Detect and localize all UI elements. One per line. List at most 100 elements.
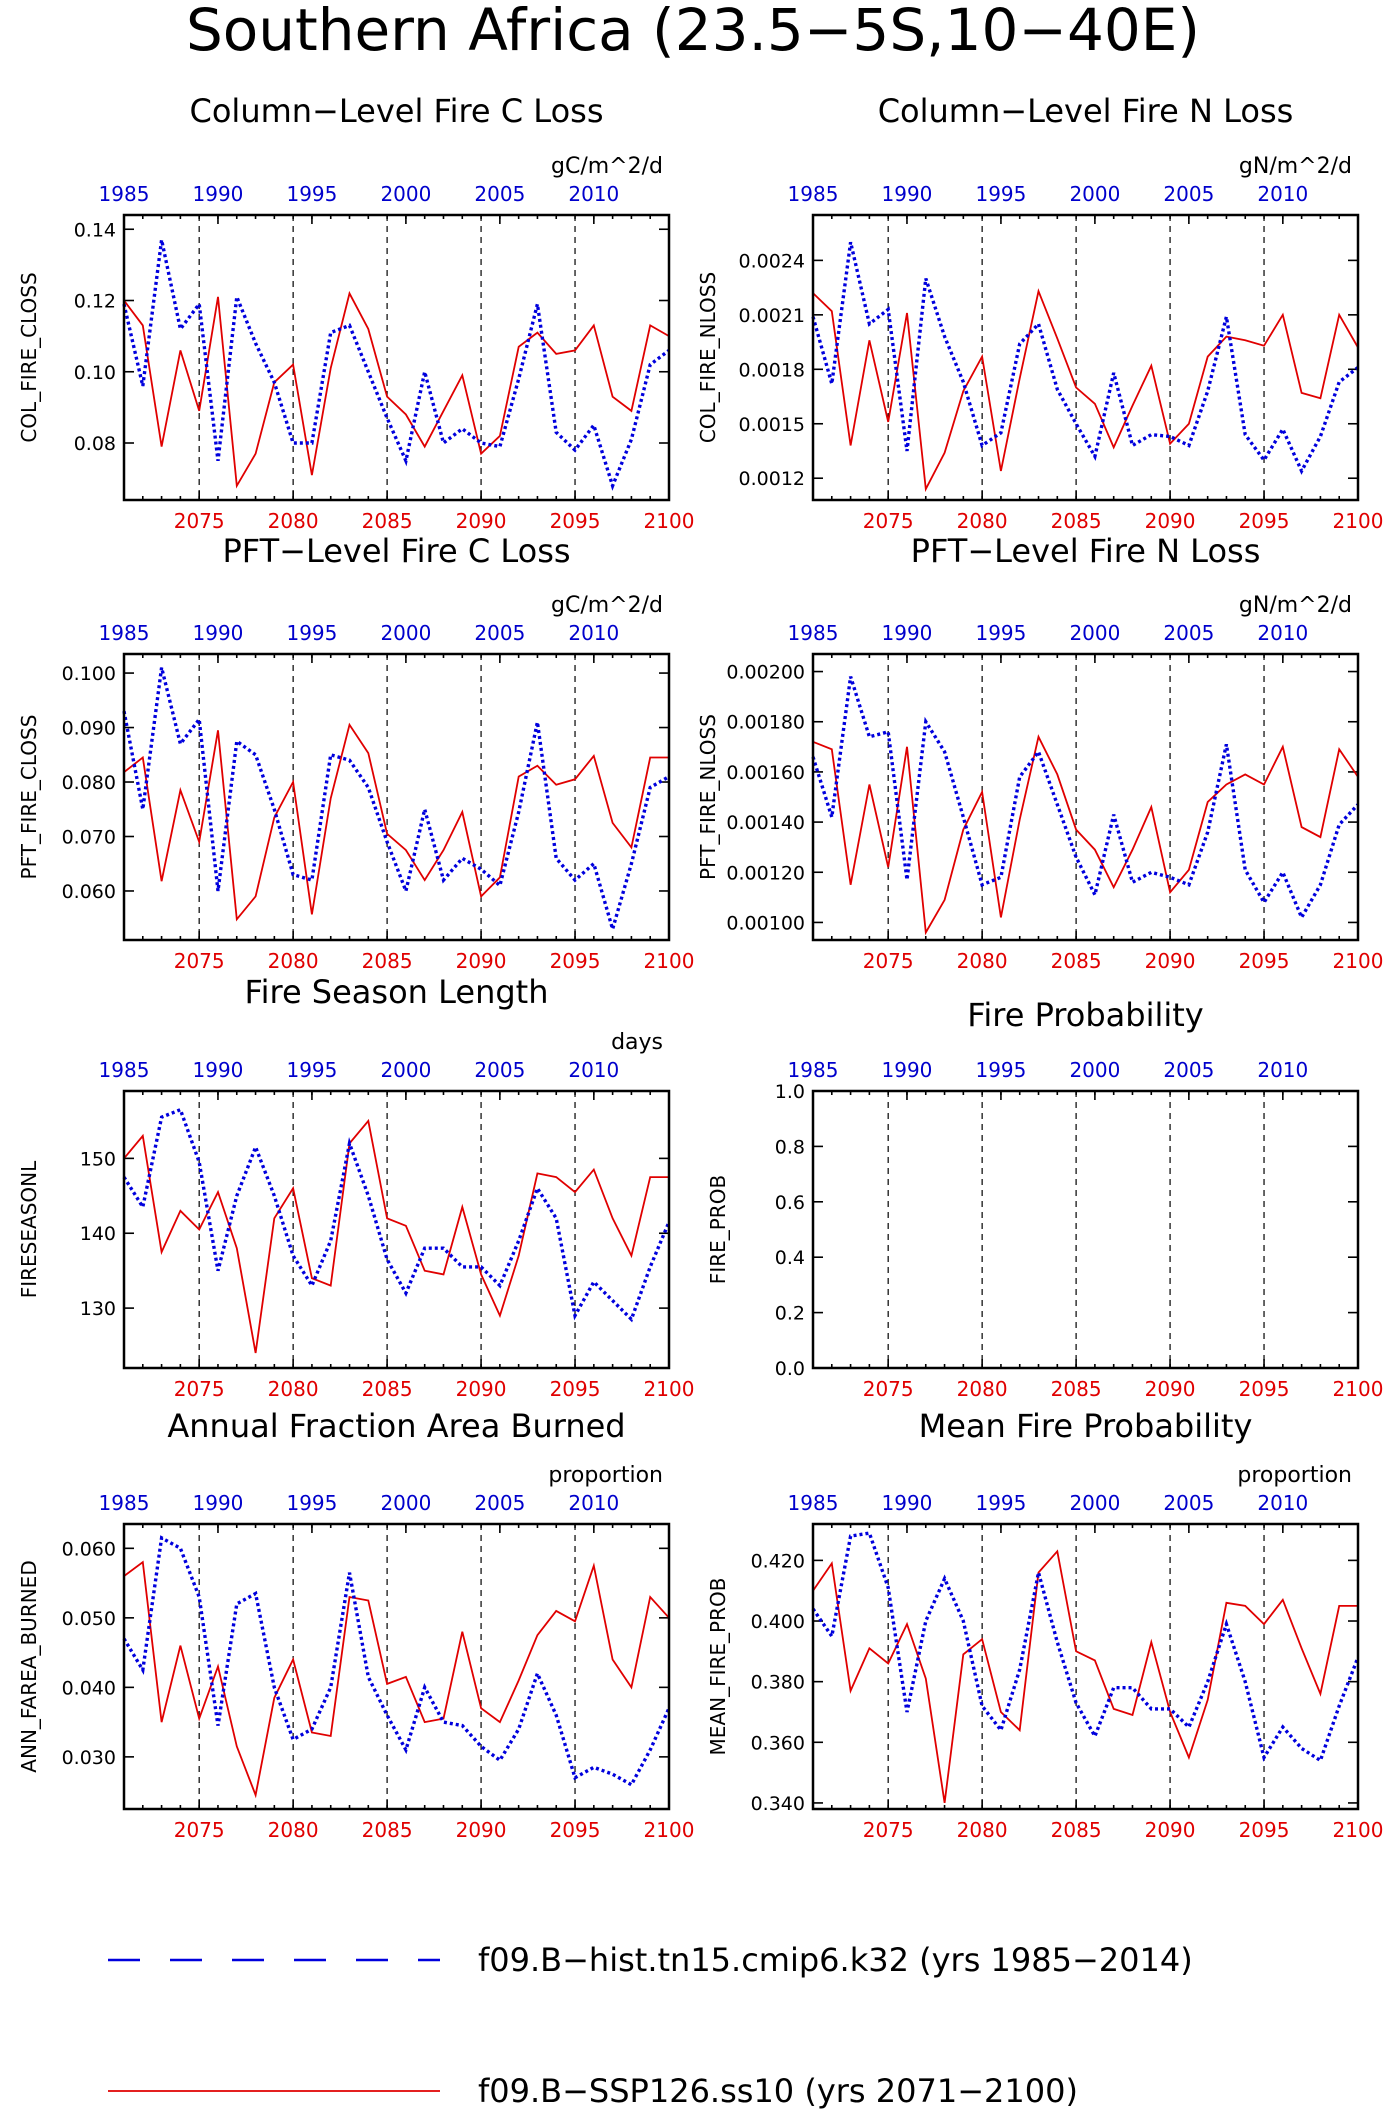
x-tick-label-top: 1995 [286, 1491, 337, 1515]
x-tick-label-top: 2000 [1069, 621, 1120, 645]
x-tick-label-top: 2010 [568, 1058, 619, 1082]
plot-frame [122, 652, 671, 942]
y-axis-label: ANN_FAREA_BURNED [17, 1560, 41, 1772]
x-tick-label-top: 1985 [788, 182, 839, 206]
y-tick-label: 0.420 [751, 1550, 805, 1572]
series-hist-line [122, 239, 671, 491]
x-tick-label-top: 2010 [568, 1491, 619, 1515]
x-tick-label-top: 2005 [1163, 1058, 1214, 1082]
panel-1: Column−Level Fire C Loss gC/m^2/d 2075 2080… [17, 92, 694, 533]
x-tick-label-bottom: 2090 [1145, 1818, 1196, 1842]
legend: f09.B−hist.tn15.cmip6.k32 (yrs 1985−2014… [108, 1941, 1193, 2110]
x-tick-label-top: 1985 [788, 1058, 839, 1082]
x-tick-label-bottom: 2085 [1051, 509, 1102, 533]
x-tick-label-top: 1990 [193, 1058, 244, 1082]
y-axis-label: COL_FIRE_CLOSS [17, 272, 41, 442]
panel-title: Fire Season Length [245, 973, 549, 1011]
x-tick-label-top: 1985 [99, 1491, 150, 1515]
x-tick-label-top: 1985 [99, 182, 150, 206]
panel-title: Column−Level Fire N Loss [878, 92, 1294, 130]
x-tick-label-bottom: 2095 [550, 1818, 601, 1842]
x-tick-label-top: 1985 [788, 1491, 839, 1515]
x-tick-label-top: 2005 [1163, 182, 1214, 206]
x-tick-label-bottom: 2090 [1145, 949, 1196, 973]
y-axis-label: PFT_FIRE_NLOSS [696, 714, 720, 880]
series-ssp-line [812, 288, 1359, 493]
y-tick-label: 0.0 [775, 1358, 805, 1380]
x-tick-label-bottom: 2080 [957, 949, 1008, 973]
panel-5: Fire Season Length days 2075 2080 2085 2090 20… [17, 973, 694, 1401]
x-tick-label-bottom: 2075 [863, 1377, 914, 1401]
series-ssp-line [812, 734, 1359, 936]
x-tick-label-top: 2000 [1069, 182, 1120, 206]
plot-frame [122, 213, 671, 502]
x-tick-label-bottom: 2095 [1239, 509, 1290, 533]
x-tick-label-bottom: 2085 [362, 509, 413, 533]
plot-frame [811, 1522, 1360, 1811]
y-tick-label: 0.080 [62, 772, 116, 794]
x-tick-label-bottom: 2090 [456, 949, 507, 973]
x-tick-label-bottom: 2100 [1333, 1818, 1384, 1842]
units-label: gC/m^2/d [551, 154, 663, 179]
x-tick-label-top: 1990 [193, 182, 244, 206]
x-tick-label-top: 2010 [1257, 1058, 1308, 1082]
x-tick-label-bottom: 2085 [1051, 1818, 1102, 1842]
y-tick-label: 0.0018 [739, 359, 805, 381]
y-axis-label: PFT_FIRE_CLOSS [17, 715, 41, 880]
x-tick-label-bottom: 2080 [268, 509, 319, 533]
x-tick-label-top: 2000 [380, 621, 431, 645]
x-tick-label-bottom: 2100 [1333, 949, 1384, 973]
x-tick-label-top: 2000 [1069, 1058, 1120, 1082]
y-tick-label: 0.360 [751, 1732, 805, 1754]
x-tick-label-top: 1990 [882, 1491, 933, 1515]
x-tick-label-bottom: 2075 [174, 1377, 225, 1401]
y-tick-label: 0.340 [751, 1793, 805, 1815]
legend-ssp-label: f09.B−SSP126.ss10 (yrs 2071−2100) [478, 2072, 1078, 2110]
units-label: gN/m^2/d [1239, 593, 1352, 618]
y-tick-label: 0.050 [62, 1608, 116, 1630]
series-hist-line [122, 667, 670, 936]
y-tick-label: 130 [80, 1298, 116, 1320]
x-tick-label-top: 1995 [286, 621, 337, 645]
panel-title: PFT−Level Fire C Loss [222, 532, 570, 570]
x-tick-label-bottom: 2100 [644, 1818, 695, 1842]
y-tick-label: 0.00180 [726, 712, 805, 734]
x-tick-label-top: 1990 [882, 1058, 933, 1082]
y-tick-label: 0.00200 [726, 662, 805, 684]
panel-2: Column−Level Fire N Loss gN/m^2/d 2075 2080… [696, 92, 1383, 533]
y-tick-label: 0.00160 [726, 762, 805, 784]
x-tick-label-bottom: 2080 [957, 509, 1008, 533]
plot-frame [811, 652, 1360, 942]
y-tick-label: 0.6 [775, 1192, 805, 1214]
x-tick-label-top: 2005 [474, 182, 525, 206]
x-tick-label-top: 1990 [193, 1491, 244, 1515]
panel-8: Mean Fire Probability proportion 2075 2080 2… [706, 1407, 1383, 1842]
series-hist-line [811, 676, 1360, 922]
units-label: gC/m^2/d [551, 593, 663, 618]
y-tick-label: 0.12 [74, 291, 116, 313]
plot-frame [122, 1522, 671, 1811]
y-tick-label: 0.100 [62, 663, 116, 685]
y-tick-label: 0.380 [751, 1672, 805, 1694]
x-tick-label-top: 2010 [1257, 1491, 1308, 1515]
x-tick-label-bottom: 2095 [550, 509, 601, 533]
x-tick-label-bottom: 2075 [863, 509, 914, 533]
y-tick-label: 0.10 [74, 362, 116, 384]
y-tick-label: 0.14 [74, 219, 116, 241]
x-tick-label-bottom: 2085 [362, 949, 413, 973]
x-tick-label-top: 2005 [474, 1491, 525, 1515]
series-ssp-line [123, 722, 669, 922]
x-tick-label-top: 1985 [99, 621, 150, 645]
y-tick-label: 0.060 [62, 1538, 116, 1560]
x-tick-label-top: 1995 [975, 1058, 1026, 1082]
x-tick-label-top: 2005 [474, 1058, 525, 1082]
panel-4: PFT−Level Fire N Loss gN/m^2/d 2075 2080 208… [696, 532, 1383, 973]
x-tick-label-top: 2005 [1163, 621, 1214, 645]
y-tick-label: 1.0 [775, 1081, 805, 1103]
y-tick-label: 0.00120 [726, 862, 805, 884]
x-tick-label-top: 1995 [286, 182, 337, 206]
plot-frame [811, 1089, 1360, 1370]
x-tick-label-top: 1990 [193, 621, 244, 645]
x-tick-label-bottom: 2085 [1051, 1377, 1102, 1401]
